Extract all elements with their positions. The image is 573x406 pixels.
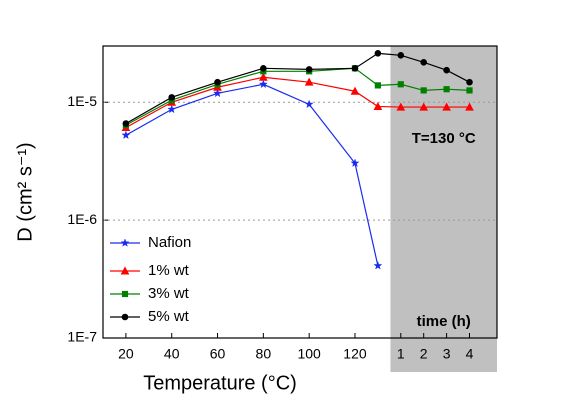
point bbox=[397, 81, 404, 88]
shaded-region bbox=[390, 46, 497, 372]
point bbox=[259, 72, 268, 81]
point bbox=[465, 102, 474, 111]
point bbox=[351, 65, 359, 72]
legend-label: 1% wt bbox=[148, 262, 190, 279]
x-tick-label: 80 bbox=[256, 346, 272, 362]
x-axis-label: Temperature (°C) bbox=[143, 372, 297, 394]
x-tick-label: 20 bbox=[118, 346, 134, 362]
x-tick-label: 120 bbox=[343, 346, 367, 362]
legend-label: 3% wt bbox=[148, 285, 190, 302]
point bbox=[420, 87, 427, 94]
point bbox=[419, 102, 429, 111]
point bbox=[258, 79, 268, 89]
legend-marker bbox=[120, 238, 130, 247]
point bbox=[443, 66, 450, 74]
point bbox=[374, 82, 381, 89]
annotation: time (h) bbox=[417, 313, 471, 330]
point bbox=[260, 65, 267, 72]
x-tick-label: 4 bbox=[466, 346, 474, 362]
y-axis-label: D (cm² s⁻¹) bbox=[14, 142, 36, 241]
point bbox=[420, 59, 427, 66]
y-tick-label: 1E-5 bbox=[67, 93, 97, 109]
legend-marker bbox=[121, 313, 129, 321]
point bbox=[350, 158, 360, 168]
legend-marker bbox=[120, 266, 130, 275]
point bbox=[121, 130, 131, 140]
legend-marker bbox=[121, 290, 129, 298]
point bbox=[373, 261, 383, 270]
point bbox=[374, 50, 382, 57]
point bbox=[168, 94, 176, 101]
point bbox=[350, 86, 360, 95]
plot-frame bbox=[102, 45, 498, 339]
x-tick-label: 3 bbox=[443, 346, 451, 362]
point bbox=[304, 77, 314, 86]
y-tick-label: 1E-6 bbox=[67, 211, 97, 227]
x-tick-label: 1 bbox=[397, 346, 405, 362]
x-tick-label: 60 bbox=[210, 346, 226, 362]
point bbox=[397, 52, 405, 59]
y-tick-label: 1E-7 bbox=[67, 329, 97, 345]
point bbox=[466, 87, 473, 94]
legend-label: Nafion bbox=[148, 234, 191, 251]
point bbox=[304, 99, 314, 109]
legend-label: 5% wt bbox=[148, 308, 190, 325]
point bbox=[167, 104, 177, 114]
point bbox=[305, 66, 313, 73]
x-tick-label: 100 bbox=[297, 346, 321, 362]
x-tick-label: 40 bbox=[164, 346, 180, 362]
point bbox=[466, 78, 473, 86]
point bbox=[373, 101, 383, 111]
point bbox=[442, 102, 451, 111]
annotation: T=130 °C bbox=[412, 130, 476, 147]
point bbox=[396, 102, 406, 111]
point bbox=[213, 88, 223, 98]
point bbox=[443, 86, 450, 93]
point bbox=[214, 78, 221, 86]
x-tick-label: 2 bbox=[420, 346, 428, 362]
point bbox=[122, 120, 130, 127]
